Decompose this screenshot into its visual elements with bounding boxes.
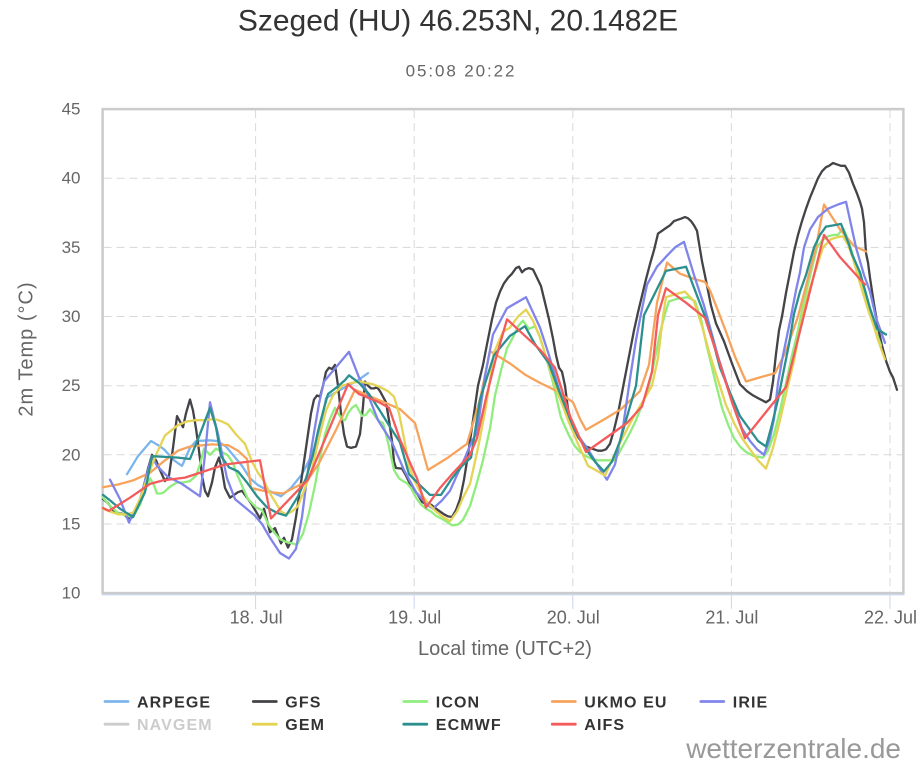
svg-text:AIFS: AIFS [584,717,625,734]
svg-text:ECMWF: ECMWF [436,717,502,734]
svg-text:2m Temp (°C): 2m Temp (°C) [15,281,37,416]
svg-text:30: 30 [62,307,81,326]
svg-text:20: 20 [62,445,81,464]
svg-text:UKMO EU: UKMO EU [584,695,667,712]
svg-text:NAVGEM: NAVGEM [137,717,213,734]
svg-text:ICON: ICON [436,695,480,712]
svg-text:GFS: GFS [285,695,321,712]
svg-text:22. Jul: 22. Jul [864,608,917,628]
svg-text:40: 40 [62,169,81,188]
svg-text:18. Jul: 18. Jul [230,608,283,628]
svg-text:21. Jul: 21. Jul [705,608,758,628]
svg-text:Local time (UTC+2): Local time (UTC+2) [418,638,592,660]
svg-text:IRIE: IRIE [733,695,769,712]
svg-text:35: 35 [62,238,81,257]
svg-text:15: 15 [62,515,81,534]
svg-text:45: 45 [62,100,81,119]
svg-text:Szeged (HU) 46.253N, 20.1482E: Szeged (HU) 46.253N, 20.1482E [238,5,678,38]
svg-text:20. Jul: 20. Jul [547,608,600,628]
svg-text:05:08 20:22: 05:08 20:22 [406,62,517,81]
svg-text:25: 25 [62,376,81,395]
svg-text:ARPEGE: ARPEGE [137,695,211,712]
svg-text:wetterzentrale.de: wetterzentrale.de [685,733,901,764]
svg-text:19. Jul: 19. Jul [388,608,441,628]
svg-text:10: 10 [62,584,81,603]
svg-text:GEM: GEM [285,717,325,734]
